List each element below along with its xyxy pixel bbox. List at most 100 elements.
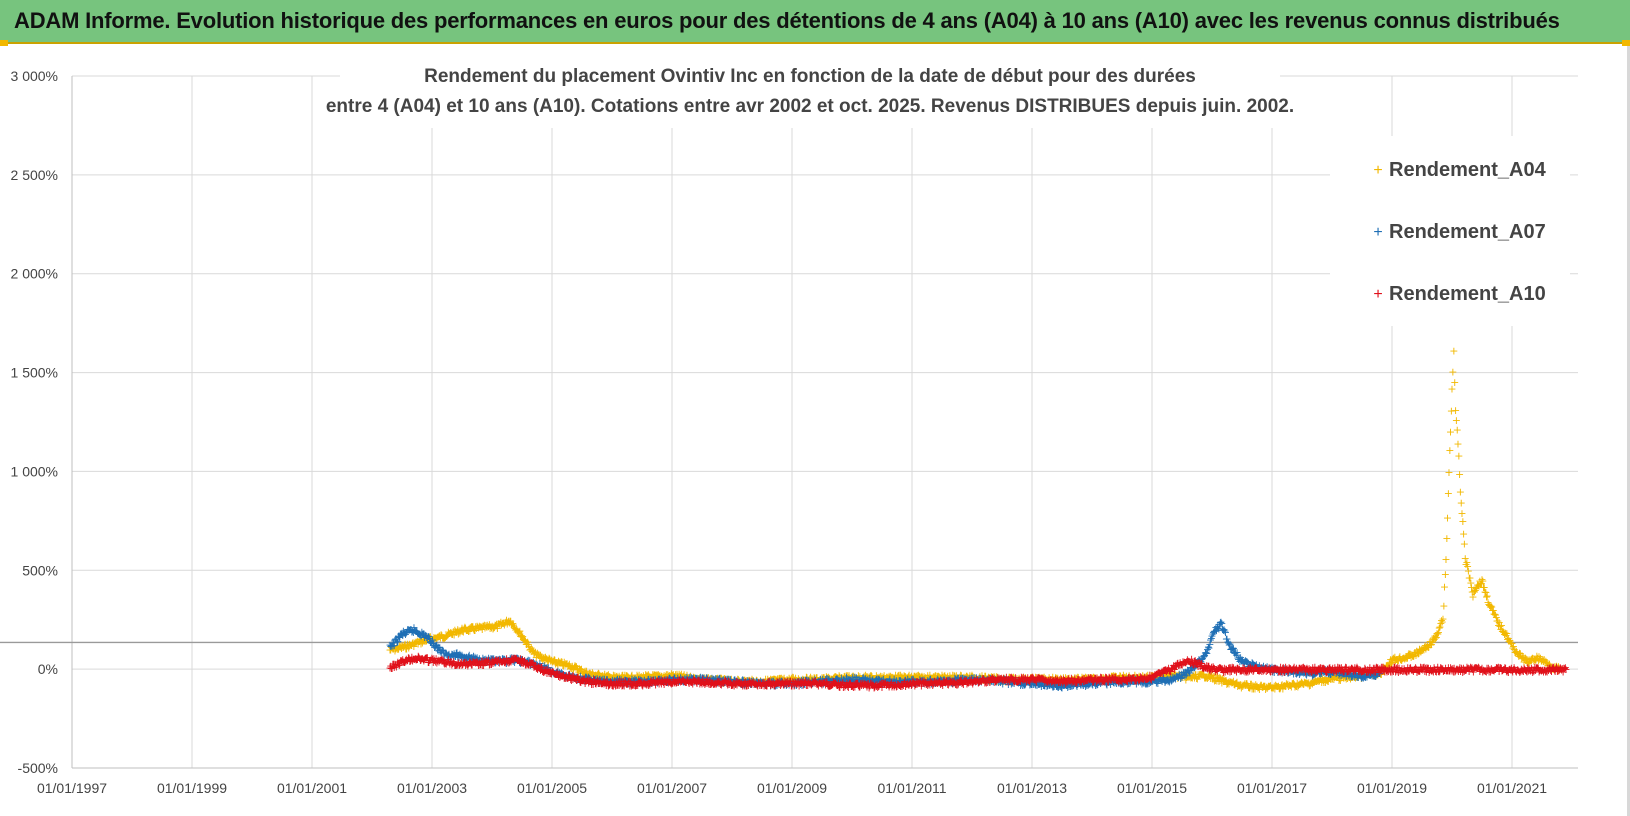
data-point: +: [468, 620, 477, 633]
data-point: +: [430, 631, 439, 644]
data-point: +: [627, 668, 636, 681]
data-point: +: [485, 618, 494, 631]
legend-label-a10: Rendement_A10: [1389, 283, 1546, 305]
data-point: +: [490, 619, 499, 632]
y-tick-label: 3 000%: [11, 68, 58, 84]
data-point: +: [524, 638, 533, 651]
data-point: +: [413, 638, 422, 651]
data-point: +: [473, 621, 482, 634]
data-point: +: [445, 627, 454, 640]
data-point: +: [388, 642, 397, 655]
data-point: +: [646, 671, 655, 684]
data-point: +: [472, 622, 481, 635]
data-point: +: [564, 659, 573, 672]
data-point: +: [596, 671, 605, 684]
data-point: +: [566, 662, 575, 675]
data-point: +: [685, 673, 694, 686]
data-point: +: [699, 674, 708, 687]
data-point: +: [629, 674, 638, 687]
data-point: +: [650, 668, 659, 681]
data-point: +: [647, 671, 656, 684]
data-point: +: [519, 633, 528, 646]
data-point: +: [416, 633, 425, 646]
data-point: +: [702, 671, 711, 684]
data-point: +: [644, 669, 653, 682]
data-point: +: [664, 670, 673, 683]
data-point: +: [1443, 511, 1452, 524]
data-point: +: [456, 625, 465, 638]
data-point: +: [578, 667, 587, 680]
legend-marker-a04: +: [1373, 162, 1382, 179]
data-point: +: [517, 630, 526, 643]
x-tick-label: 01/01/2015: [1117, 780, 1187, 796]
chart-title-line-2: entre 4 (A04) et 10 ans (A10). Cotations…: [326, 96, 1294, 117]
data-point: +: [631, 671, 640, 684]
data-point: +: [697, 673, 706, 686]
data-point: +: [700, 673, 709, 686]
data-point: +: [390, 644, 399, 657]
data-point: +: [688, 674, 697, 687]
data-point: +: [609, 671, 618, 684]
data-point: +: [520, 634, 529, 647]
data-point: +: [603, 669, 612, 682]
data-point: +: [697, 674, 706, 687]
data-point: +: [469, 623, 478, 636]
y-tick-label: -500%: [18, 760, 58, 776]
data-point: +: [387, 641, 396, 654]
data-point: +: [616, 672, 625, 685]
data-point: +: [599, 672, 608, 685]
data-point: +: [395, 641, 404, 654]
data-point: +: [640, 672, 649, 685]
data-point: +: [405, 637, 414, 650]
data-point: +: [451, 625, 460, 638]
data-point: +: [488, 623, 497, 636]
data-point: +: [625, 674, 634, 687]
data-point: +: [531, 645, 540, 658]
data-point: +: [614, 670, 623, 683]
data-point: +: [439, 632, 448, 645]
data-point: +: [514, 627, 523, 640]
data-point: +: [523, 636, 532, 649]
data-point: +: [498, 617, 507, 630]
x-tick-label: 01/01/2005: [517, 780, 587, 796]
data-point: +: [680, 671, 689, 684]
y-axis-ticks: -500%0%500%1 000%1 500%2 000%2 500%3 000…: [11, 68, 58, 776]
data-point: +: [429, 631, 438, 644]
data-point: +: [507, 619, 516, 632]
data-point: +: [565, 658, 574, 671]
x-tick-label: 01/01/2011: [877, 780, 946, 796]
data-point: +: [545, 653, 554, 666]
banner-title: ADAM Informe. Evolution historique des p…: [14, 8, 1560, 34]
data-point: +: [667, 667, 676, 680]
data-point: +: [593, 668, 602, 681]
data-point: +: [411, 636, 420, 649]
data-point: +: [461, 621, 470, 634]
data-point: +: [507, 618, 516, 631]
data-point: +: [480, 622, 489, 635]
data-point: +: [687, 673, 696, 686]
data-point: +: [462, 624, 471, 637]
data-point: +: [534, 648, 543, 661]
data-point: +: [621, 672, 630, 685]
data-point: +: [570, 661, 579, 674]
data-point: +: [573, 663, 582, 676]
data-point: +: [466, 621, 475, 634]
data-point: +: [696, 674, 705, 687]
data-point: +: [656, 672, 665, 685]
data-point: +: [619, 671, 628, 684]
data-point: +: [675, 670, 684, 683]
data-point: +: [672, 671, 681, 684]
data-point: +: [465, 621, 474, 634]
data-point: +: [612, 670, 621, 683]
data-point: +: [570, 659, 579, 672]
data-point: +: [526, 643, 535, 656]
data-point: +: [647, 673, 656, 686]
data-point: +: [503, 616, 512, 629]
x-tick-label: 01/01/2021: [1477, 780, 1547, 796]
data-point: +: [563, 660, 572, 673]
data-point: +: [552, 657, 561, 670]
data-point: +: [419, 633, 428, 646]
data-point: +: [548, 655, 557, 668]
data-point: +: [660, 671, 669, 684]
data-point: +: [452, 625, 461, 638]
